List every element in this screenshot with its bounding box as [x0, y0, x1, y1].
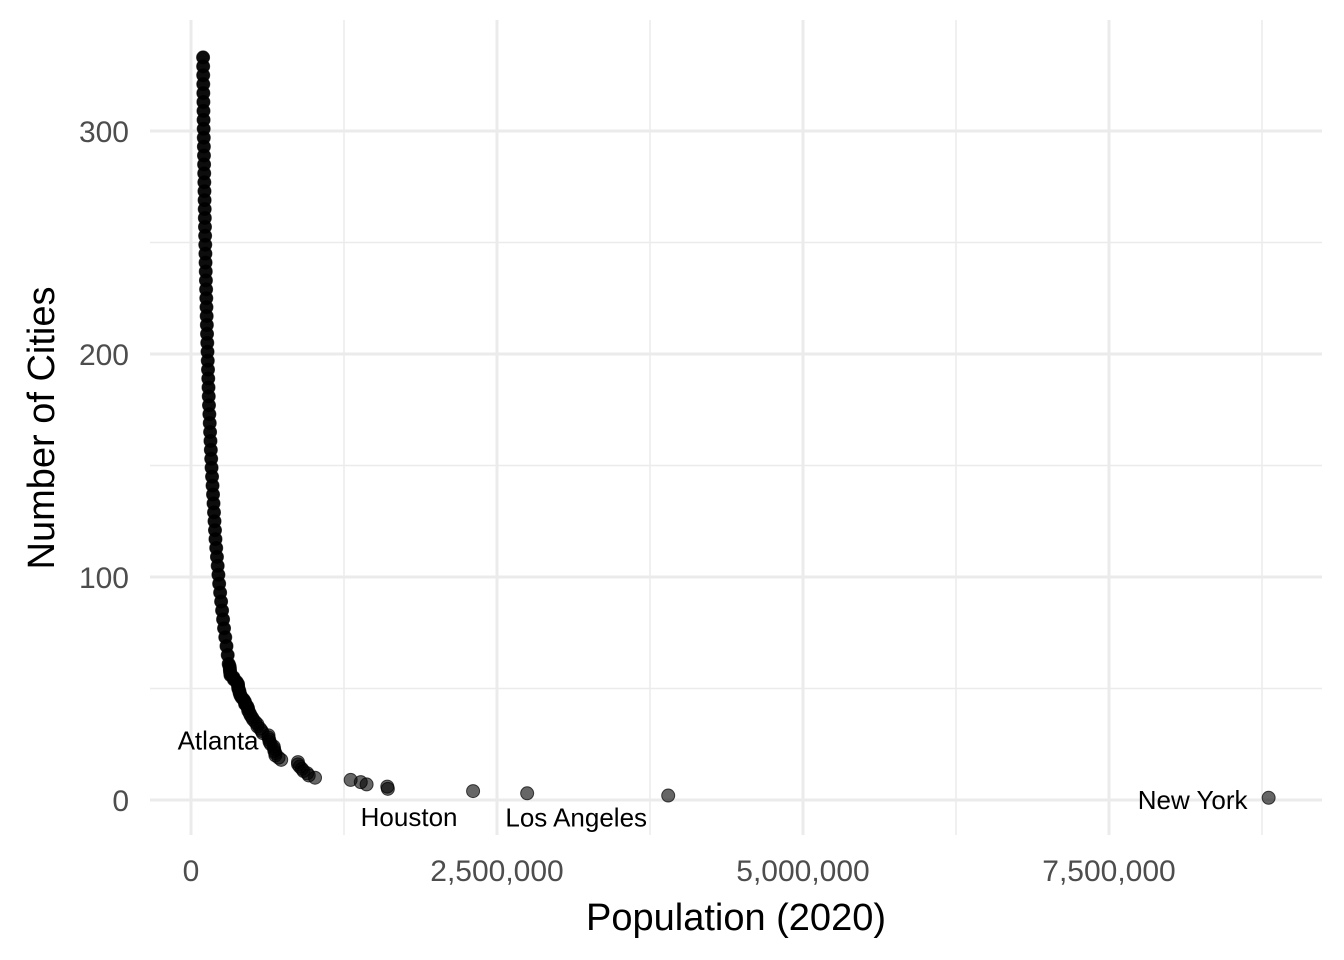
- data-point: [196, 50, 211, 65]
- x-tick-label: 0: [183, 855, 200, 888]
- y-tick-label: 0: [112, 785, 129, 818]
- x-tick-label: 5,000,000: [736, 855, 869, 888]
- x-axis-ticks: 0 2,500,000 5,000,000 7,500,000: [183, 855, 1176, 888]
- y-tick-label: 200: [79, 339, 129, 372]
- data-point: [343, 772, 358, 787]
- y-tick-label: 300: [79, 116, 129, 149]
- x-tick-label: 7,500,000: [1042, 855, 1175, 888]
- points: [196, 50, 1276, 805]
- data-point: [466, 784, 481, 799]
- point-label: Houston: [361, 802, 458, 832]
- point-label: Atlanta: [178, 725, 259, 755]
- x-tick-label: 2,500,000: [430, 855, 563, 888]
- data-point: [1261, 790, 1276, 805]
- y-tick-label: 100: [79, 562, 129, 595]
- data-point: [290, 755, 305, 770]
- point-label: Los Angeles: [505, 803, 647, 833]
- data-point: [380, 779, 395, 794]
- point-label: New York: [1138, 785, 1249, 815]
- y-axis-title: Number of Cities: [21, 287, 63, 570]
- data-point: [661, 788, 676, 803]
- y-axis-ticks: 0 100 200 300: [79, 116, 129, 818]
- point-labels: New York Los Angeles Houston Atlanta: [178, 725, 1249, 832]
- grid: [150, 20, 1322, 835]
- data-point: [520, 786, 535, 801]
- x-axis-title: Population (2020): [586, 897, 886, 939]
